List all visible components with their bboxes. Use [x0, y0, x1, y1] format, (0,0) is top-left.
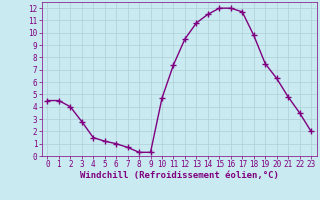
X-axis label: Windchill (Refroidissement éolien,°C): Windchill (Refroidissement éolien,°C): [80, 171, 279, 180]
